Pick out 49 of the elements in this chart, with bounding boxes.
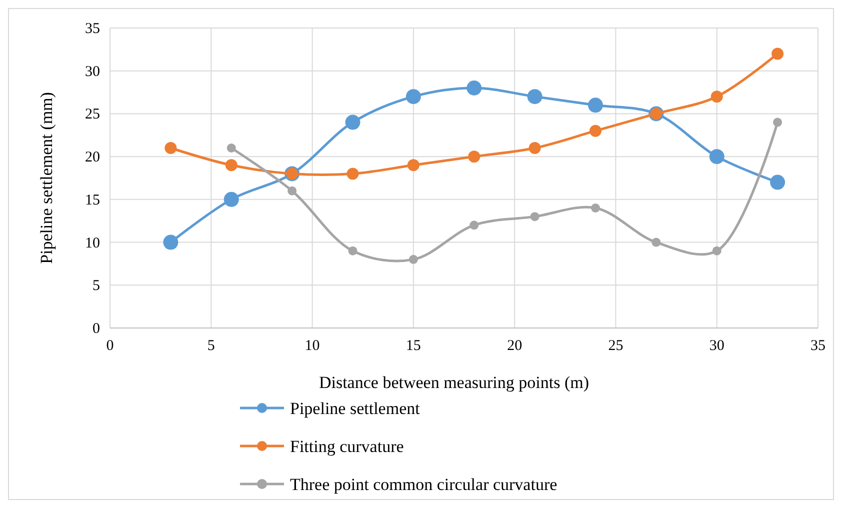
point <box>226 144 236 152</box>
x-tick-label: 35 <box>810 338 826 354</box>
point <box>470 220 479 230</box>
point <box>466 80 482 96</box>
y-tick-label: 0 <box>92 321 100 337</box>
point <box>408 254 418 264</box>
point <box>527 89 542 104</box>
point <box>345 114 360 130</box>
point <box>773 118 782 127</box>
point <box>709 149 724 164</box>
x-tick-label: 15 <box>406 338 421 354</box>
point <box>346 168 359 180</box>
point <box>407 159 420 172</box>
point <box>468 150 480 163</box>
point <box>772 48 784 60</box>
y-tick-label: 20 <box>85 150 100 166</box>
point <box>348 246 358 256</box>
x-axis-title: Distance between measuring points (m) <box>318 373 590 392</box>
point <box>652 238 661 247</box>
point <box>770 174 786 190</box>
y-axis-title: Pipeline settlement (mm) <box>37 92 56 264</box>
point <box>589 124 602 137</box>
x-tick-label: 5 <box>207 338 215 354</box>
y-tick-label: 15 <box>85 192 100 208</box>
point <box>224 192 239 207</box>
point <box>530 212 540 222</box>
x-tick-label: 20 <box>507 338 522 354</box>
point <box>712 246 722 256</box>
y-tick-label: 25 <box>85 106 100 123</box>
x-tick-label: 10 <box>304 338 320 354</box>
point <box>163 234 178 250</box>
y-tick-label: 30 <box>85 64 100 80</box>
x-tick-label: 0 <box>106 338 114 354</box>
y-tick-label: 10 <box>85 235 100 252</box>
y-tick-label: 5 <box>92 278 100 294</box>
point <box>528 142 541 154</box>
point <box>164 142 177 154</box>
point <box>588 98 603 113</box>
legend-label: Pipeline settlement <box>290 399 420 418</box>
x-tick-label: 25 <box>608 338 624 354</box>
point <box>710 90 723 103</box>
point <box>590 204 600 212</box>
y-tick-label: 35 <box>85 21 100 37</box>
legend-label: Fitting curvature <box>290 437 404 456</box>
point <box>225 159 238 172</box>
point <box>406 89 421 104</box>
point <box>288 186 297 196</box>
x-tick-label: 30 <box>709 338 724 354</box>
legend-label: Three point common circular curvature <box>290 475 558 494</box>
